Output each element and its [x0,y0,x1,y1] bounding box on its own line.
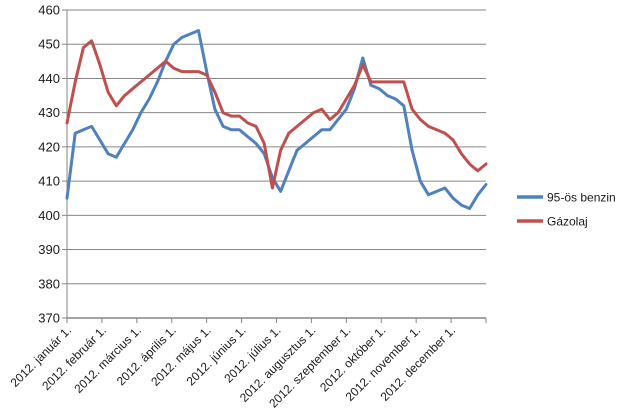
series-line-gazolaj [65,39,488,190]
y-tick-label: 450 [38,37,60,52]
y-tick-label: 410 [38,174,60,189]
x-axis-labels: 2012. január 1.2012. február 1.2012. már… [8,323,459,410]
axes [62,9,487,323]
y-tick-label: 460 [38,3,60,18]
gridlines [67,9,486,319]
y-tick-label: 370 [38,311,60,326]
y-tick-label: 380 [38,276,60,291]
x-tick-label: 2012. január 1. [8,323,75,390]
y-tick-label: 420 [38,139,60,154]
series-line-benzin [65,29,488,210]
legend: 95-ös benzin Gázolaj [517,191,616,229]
series-lines [65,29,488,210]
y-tick-label: 440 [38,71,60,86]
y-tick-label: 400 [38,208,60,223]
legend-label-gazolaj: Gázolaj [547,215,588,229]
y-tick-label: 430 [38,105,60,120]
y-tick-label: 390 [38,242,60,257]
y-axis-labels: 370 380 390 400 410 420 430 440 450 460 [38,3,60,326]
legend-label-benzin: 95-ös benzin [547,191,616,205]
